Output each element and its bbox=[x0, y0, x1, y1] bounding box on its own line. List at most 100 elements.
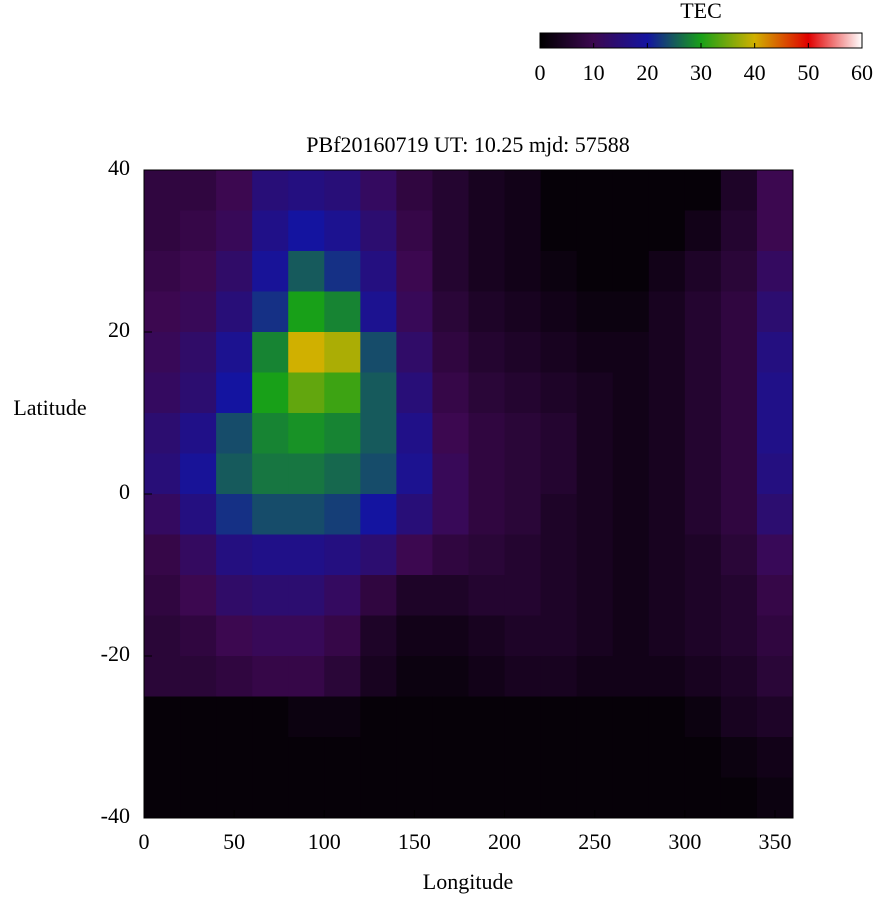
heat-cell bbox=[288, 494, 325, 535]
x-tick-label: 350 bbox=[758, 829, 791, 854]
heat-cell bbox=[180, 170, 217, 211]
heat-cell bbox=[252, 372, 289, 414]
heat-cell bbox=[612, 170, 650, 211]
heat-cell bbox=[468, 534, 506, 576]
heat-cell bbox=[504, 291, 542, 333]
heat-cell bbox=[612, 291, 650, 333]
x-tick-label: 100 bbox=[308, 829, 341, 854]
heat-cell bbox=[648, 534, 686, 576]
heat-cell bbox=[684, 372, 722, 414]
heat-cell bbox=[216, 656, 253, 697]
heat-cell bbox=[432, 453, 469, 495]
heat-cell bbox=[576, 170, 614, 211]
heat-cell bbox=[648, 372, 686, 414]
heat-cell bbox=[612, 332, 650, 373]
heat-cell bbox=[324, 291, 361, 333]
heat-cell bbox=[396, 737, 433, 778]
heat-cell bbox=[216, 170, 253, 211]
heat-cell bbox=[648, 170, 686, 211]
heat-cell bbox=[180, 534, 217, 576]
heat-cell bbox=[432, 170, 469, 211]
heat-cell bbox=[540, 696, 578, 738]
heat-cell bbox=[720, 656, 758, 697]
heat-cell bbox=[756, 737, 794, 778]
heat-cell bbox=[720, 372, 758, 414]
heat-cell bbox=[540, 372, 578, 414]
heat-cell bbox=[684, 534, 722, 576]
heat-cell bbox=[324, 696, 361, 738]
heat-cell bbox=[468, 777, 506, 819]
heat-cell bbox=[504, 413, 542, 454]
heat-cell bbox=[576, 453, 614, 495]
colorbar-label: TEC bbox=[680, 0, 722, 23]
heat-cell bbox=[432, 332, 469, 373]
heat-cell bbox=[504, 494, 542, 535]
heat-cell bbox=[576, 737, 614, 778]
heat-cell bbox=[648, 737, 686, 778]
heat-cell bbox=[756, 413, 794, 454]
heat-cell bbox=[540, 291, 578, 333]
heat-cell bbox=[756, 210, 794, 252]
heat-cell bbox=[504, 332, 542, 373]
heat-cell bbox=[540, 656, 578, 697]
heat-cell bbox=[756, 696, 794, 738]
heat-cell bbox=[468, 737, 506, 778]
heat-cell bbox=[180, 696, 217, 738]
heat-cell bbox=[396, 291, 433, 333]
heat-cell bbox=[324, 575, 361, 616]
heat-cell bbox=[468, 170, 506, 211]
heat-cell bbox=[360, 737, 397, 778]
heat-cell bbox=[468, 372, 506, 414]
heat-cell bbox=[216, 575, 253, 616]
heat-cell bbox=[612, 615, 650, 657]
heat-cell bbox=[648, 615, 686, 657]
heat-cell bbox=[720, 534, 758, 576]
heat-cell bbox=[720, 453, 758, 495]
heat-cell bbox=[396, 251, 433, 292]
x-tick-label: 250 bbox=[578, 829, 611, 854]
heat-cell bbox=[288, 251, 325, 292]
heat-cell bbox=[648, 291, 686, 333]
heat-cell bbox=[360, 696, 397, 738]
heat-cell bbox=[684, 575, 722, 616]
heat-cell bbox=[324, 170, 361, 211]
heat-cell bbox=[144, 615, 181, 657]
heat-cell bbox=[396, 453, 433, 495]
heat-cell bbox=[216, 453, 253, 495]
heat-cell bbox=[576, 615, 614, 657]
heat-cell bbox=[180, 494, 217, 535]
heat-cell bbox=[612, 575, 650, 616]
heat-cell bbox=[576, 372, 614, 414]
heat-cell bbox=[144, 291, 181, 333]
heat-cell bbox=[576, 534, 614, 576]
heat-cell bbox=[684, 210, 722, 252]
heat-cell bbox=[396, 696, 433, 738]
heat-cell bbox=[756, 534, 794, 576]
heat-cell bbox=[360, 372, 397, 414]
heat-cell bbox=[504, 777, 542, 819]
heat-cell bbox=[252, 291, 289, 333]
heat-cell bbox=[252, 575, 289, 616]
heat-cell bbox=[648, 251, 686, 292]
heat-cell bbox=[684, 656, 722, 697]
heat-cell bbox=[324, 332, 361, 373]
heat-cell bbox=[252, 210, 289, 252]
heat-cell bbox=[612, 453, 650, 495]
heat-cell bbox=[432, 413, 469, 454]
heat-cell bbox=[180, 656, 217, 697]
colorbar-tick-label: 50 bbox=[797, 60, 819, 85]
x-tick-label: 50 bbox=[223, 829, 245, 854]
colorbar-tick-label: 40 bbox=[744, 60, 766, 85]
heat-cell bbox=[144, 575, 181, 616]
heat-cell bbox=[180, 615, 217, 657]
heat-cell bbox=[216, 210, 253, 252]
heat-cell bbox=[504, 575, 542, 616]
heat-cell bbox=[144, 656, 181, 697]
heat-cell bbox=[252, 251, 289, 292]
heat-cell bbox=[288, 534, 325, 576]
heat-cell bbox=[396, 413, 433, 454]
heat-cell bbox=[504, 737, 542, 778]
heat-cell bbox=[684, 413, 722, 454]
heat-cell bbox=[216, 251, 253, 292]
heat-cell bbox=[216, 372, 253, 414]
